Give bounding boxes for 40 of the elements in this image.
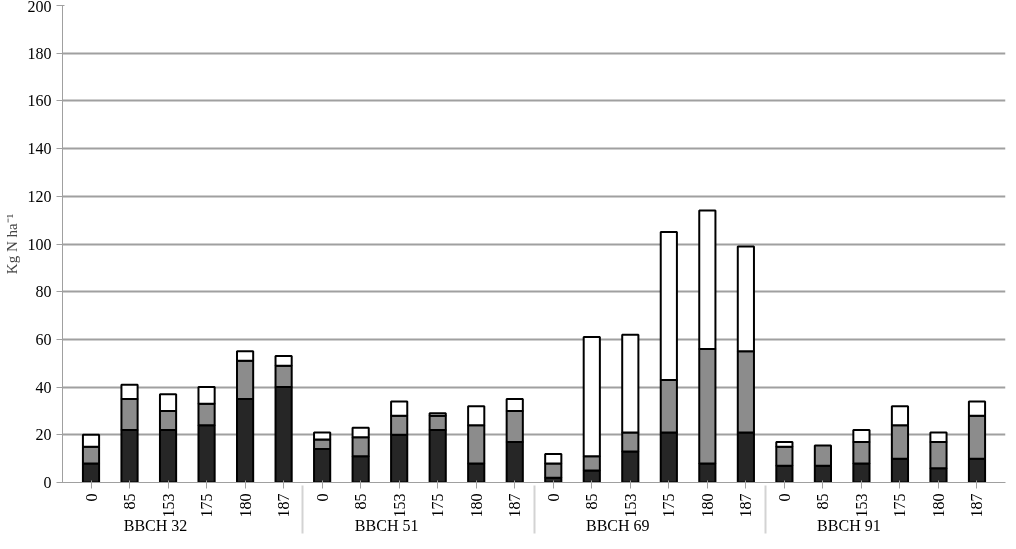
y-tick-label: 0	[43, 474, 52, 491]
x-tick-label: 85	[121, 493, 139, 510]
y-tick-label: 60	[35, 330, 52, 348]
x-tick-label: 180	[236, 493, 254, 518]
x-tick-label: 0	[544, 493, 562, 502]
x-tick-label: 153	[621, 493, 639, 518]
x-tick-label: 175	[660, 493, 678, 518]
x-tick-label: 0	[82, 493, 100, 502]
x-tick-label: 153	[852, 493, 870, 518]
x-tick-label: 175	[891, 493, 909, 518]
x-tick-label: 85	[814, 493, 832, 510]
text: BBCH 69	[585, 517, 650, 534]
x-tick-label: 175	[429, 493, 447, 518]
x-tick-label: 187	[968, 493, 986, 518]
y-tick-label: 100	[27, 235, 52, 253]
x-tick-label: 153	[390, 493, 408, 518]
y-tick-label: 40	[35, 378, 52, 396]
x-tick-label: 0	[775, 493, 793, 502]
y-tick-label: 140	[27, 140, 52, 158]
x-tick-label: 187	[737, 493, 755, 518]
x-tick-label: 187	[275, 493, 293, 518]
y-tick-label: 80	[35, 283, 52, 301]
x-tick-label: 153	[159, 493, 177, 518]
x-tick-label: 0	[313, 493, 331, 502]
text: BBCH 91	[817, 517, 881, 534]
text: BBCH 32	[123, 517, 188, 534]
x-tick-label: 187	[506, 493, 524, 518]
x-tick-label: 180	[929, 493, 947, 518]
x-tick-label: 85	[352, 493, 370, 510]
x-tick-label: 85	[583, 493, 601, 510]
x-tick-label: 180	[467, 493, 485, 518]
y-axis-title: Kg N ha⁻¹	[3, 213, 20, 275]
y-tick-label: 120	[27, 187, 52, 205]
y-tick-label: 20	[35, 426, 52, 444]
x-tick-label: 180	[698, 493, 716, 518]
y-tick-label: 200	[27, 0, 52, 15]
x-tick-label: 175	[198, 493, 216, 518]
y-tick-label: 180	[27, 44, 52, 62]
text: BBCH 51	[354, 517, 419, 534]
y-tick-label: 160	[27, 92, 52, 110]
